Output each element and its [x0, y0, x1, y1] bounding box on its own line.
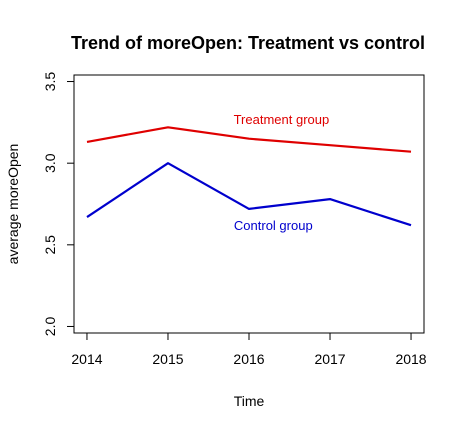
x-tick-label-2018: 2018: [395, 351, 426, 367]
x-axis-label: Time: [234, 393, 265, 409]
y-tick-label-3.5: 3.5: [42, 72, 58, 92]
y-axis: 2.0 2.5 3.0 3.5: [42, 72, 74, 337]
x-tick-label-2015: 2015: [152, 351, 183, 367]
x-tick-label-2016: 2016: [233, 351, 264, 367]
y-tick-label-3.0: 3.0: [42, 153, 58, 173]
series-layer: [86, 126, 412, 227]
annotation-layer: Treatment group Control group: [234, 112, 330, 233]
y-axis-label: average moreOpen: [5, 144, 21, 265]
annotation-control: Control group: [234, 218, 313, 233]
series-line-treatment: [86, 126, 412, 153]
x-tick-label-2014: 2014: [71, 351, 102, 367]
x-tick-label-2017: 2017: [314, 351, 345, 367]
series-line-control: [86, 162, 412, 227]
annotation-treatment: Treatment group: [234, 112, 330, 127]
chart-title: Trend of moreOpen: Treatment vs control: [71, 33, 425, 53]
y-tick-label-2.5: 2.5: [42, 235, 58, 255]
x-axis: 2014 2015 2016 2017 2018: [71, 333, 427, 367]
y-tick-label-2.0: 2.0: [42, 317, 58, 337]
